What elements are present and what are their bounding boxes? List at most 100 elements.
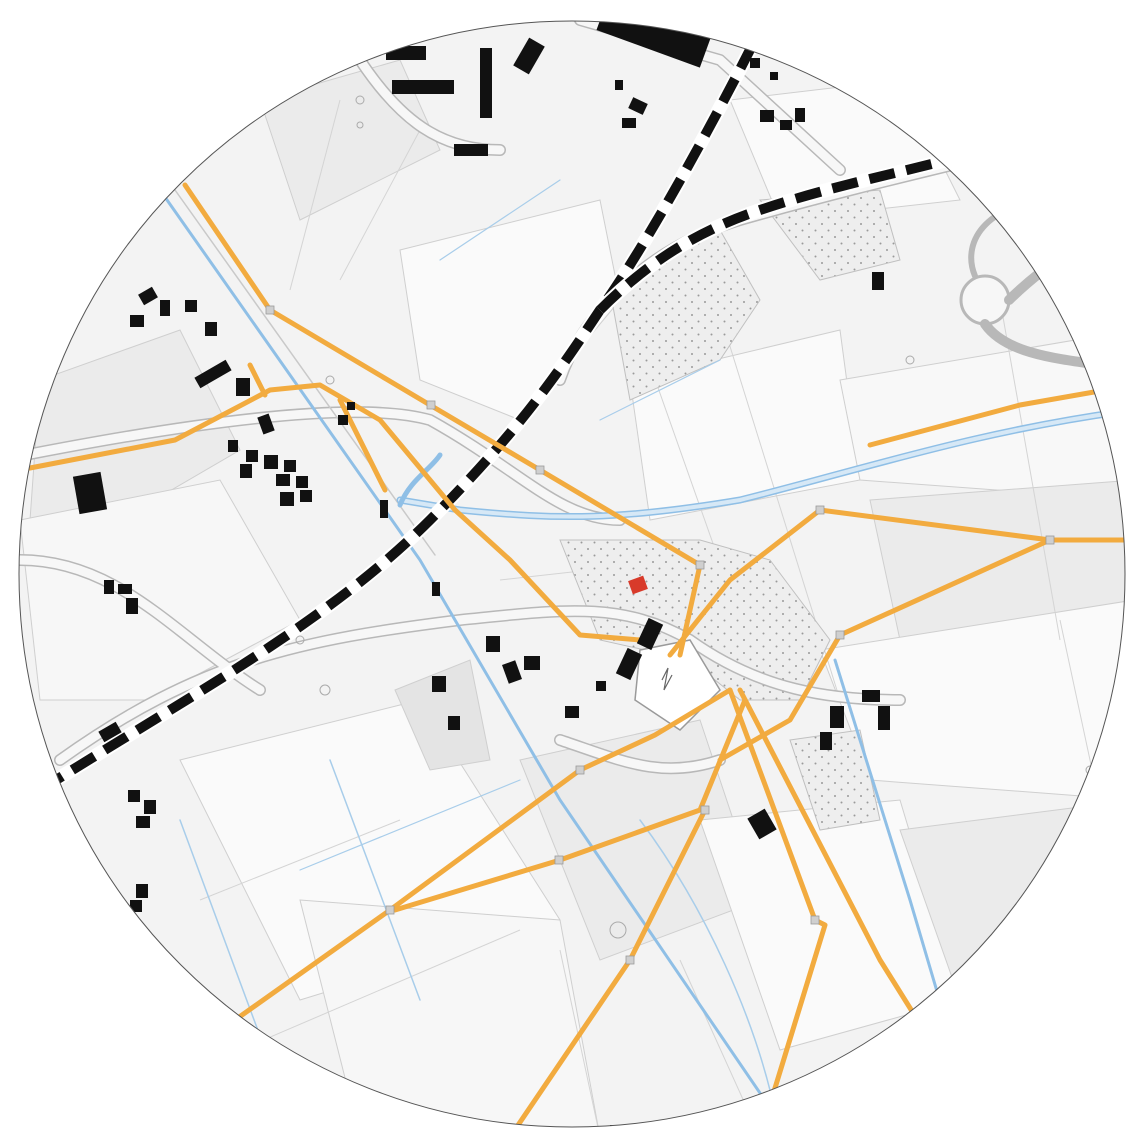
building[interactable]: [615, 647, 643, 681]
building[interactable]: [128, 790, 140, 802]
ditch: [329, 759, 421, 1001]
building[interactable]: [610, 1125, 630, 1137]
power-nodes: [265, 305, 1055, 965]
building[interactable]: [750, 58, 760, 68]
pylon: [810, 915, 820, 925]
power-line: [727, 687, 828, 1127]
building[interactable]: [615, 80, 623, 90]
building[interactable]: [205, 322, 217, 336]
tree-symbol: [295, 635, 305, 645]
building[interactable]: [747, 808, 777, 840]
power-line: [182, 182, 703, 658]
parcel-line: [289, 99, 341, 291]
building[interactable]: [130, 900, 142, 912]
power-line: [247, 362, 268, 398]
building[interactable]: [596, 681, 606, 691]
building[interactable]: [144, 800, 156, 814]
building[interactable]: [246, 450, 258, 462]
building[interactable]: [160, 300, 170, 316]
tree-symbol: [355, 95, 365, 105]
parcel-line: [339, 129, 421, 281]
building[interactable]: [524, 656, 540, 670]
building[interactable]: [194, 359, 232, 389]
pylon: [815, 505, 825, 515]
map-border: [18, 20, 1126, 1128]
tree-symbol: [356, 121, 364, 129]
building[interactable]: [136, 816, 150, 828]
pylon: [265, 305, 275, 315]
building[interactable]: [236, 378, 250, 396]
building[interactable]: [380, 500, 388, 518]
building[interactable]: [138, 286, 158, 306]
building[interactable]: [104, 580, 114, 594]
parcel-line: [239, 929, 521, 1051]
building[interactable]: [240, 464, 252, 478]
building[interactable]: [800, 1118, 816, 1134]
building[interactable]: [770, 72, 778, 80]
building[interactable]: [98, 721, 122, 743]
building[interactable]: [480, 48, 492, 118]
building[interactable]: [432, 676, 446, 692]
building[interactable]: [296, 476, 308, 488]
railway: [36, 26, 983, 796]
building[interactable]: [126, 598, 138, 614]
building[interactable]: [878, 706, 890, 730]
building[interactable]: [448, 716, 460, 730]
building[interactable]: [820, 732, 832, 750]
parcel-line: [999, 299, 1061, 641]
pylon: [625, 955, 635, 965]
tree-symbol: [905, 355, 915, 365]
building[interactable]: [830, 706, 844, 728]
building[interactable]: [284, 460, 296, 472]
lightning-icon: [661, 667, 673, 691]
road: [555, 735, 725, 773]
building[interactable]: [228, 440, 238, 452]
highlighted-building[interactable]: [628, 575, 648, 595]
building[interactable]: [386, 46, 426, 60]
building[interactable]: [432, 582, 440, 596]
ditch: [599, 359, 721, 421]
building[interactable]: [486, 636, 500, 652]
building[interactable]: [300, 490, 312, 502]
building[interactable]: [780, 120, 792, 130]
building[interactable]: [136, 884, 148, 898]
building[interactable]: [502, 660, 522, 684]
building[interactable]: [760, 110, 774, 122]
building[interactable]: [628, 97, 648, 115]
building[interactable]: [264, 455, 278, 469]
buildings: [72, 0, 890, 1137]
building[interactable]: [636, 617, 664, 651]
building[interactable]: [565, 706, 579, 718]
building[interactable]: [872, 272, 884, 290]
building[interactable]: [118, 584, 132, 594]
building[interactable]: [185, 300, 197, 312]
ditch: [439, 179, 561, 261]
tree-symbol: [325, 375, 335, 385]
tree-symbol: [609, 921, 627, 939]
building[interactable]: [257, 413, 275, 435]
canal: [158, 188, 792, 1127]
pylon: [700, 805, 710, 815]
pylon: [426, 400, 436, 410]
building[interactable]: [72, 471, 108, 515]
parcels: [19, 59, 1125, 1127]
building[interactable]: [280, 492, 294, 506]
railway-branch: [596, 145, 982, 314]
building[interactable]: [862, 690, 880, 702]
parcel: [394, 659, 491, 771]
railway-line: [37, 27, 765, 795]
building[interactable]: [130, 315, 144, 327]
roundabout: [959, 274, 1011, 326]
building[interactable]: [276, 474, 290, 486]
building[interactable]: [392, 80, 454, 94]
building[interactable]: [338, 415, 348, 425]
building[interactable]: [454, 144, 488, 156]
building[interactable]: [622, 118, 636, 128]
building[interactable]: [596, 0, 714, 68]
building[interactable]: [513, 37, 545, 75]
parcel-line: [199, 819, 401, 901]
building[interactable]: [795, 108, 805, 122]
building[interactable]: [347, 402, 355, 410]
pylon: [385, 905, 395, 915]
canal-bank: [174, 189, 436, 556]
